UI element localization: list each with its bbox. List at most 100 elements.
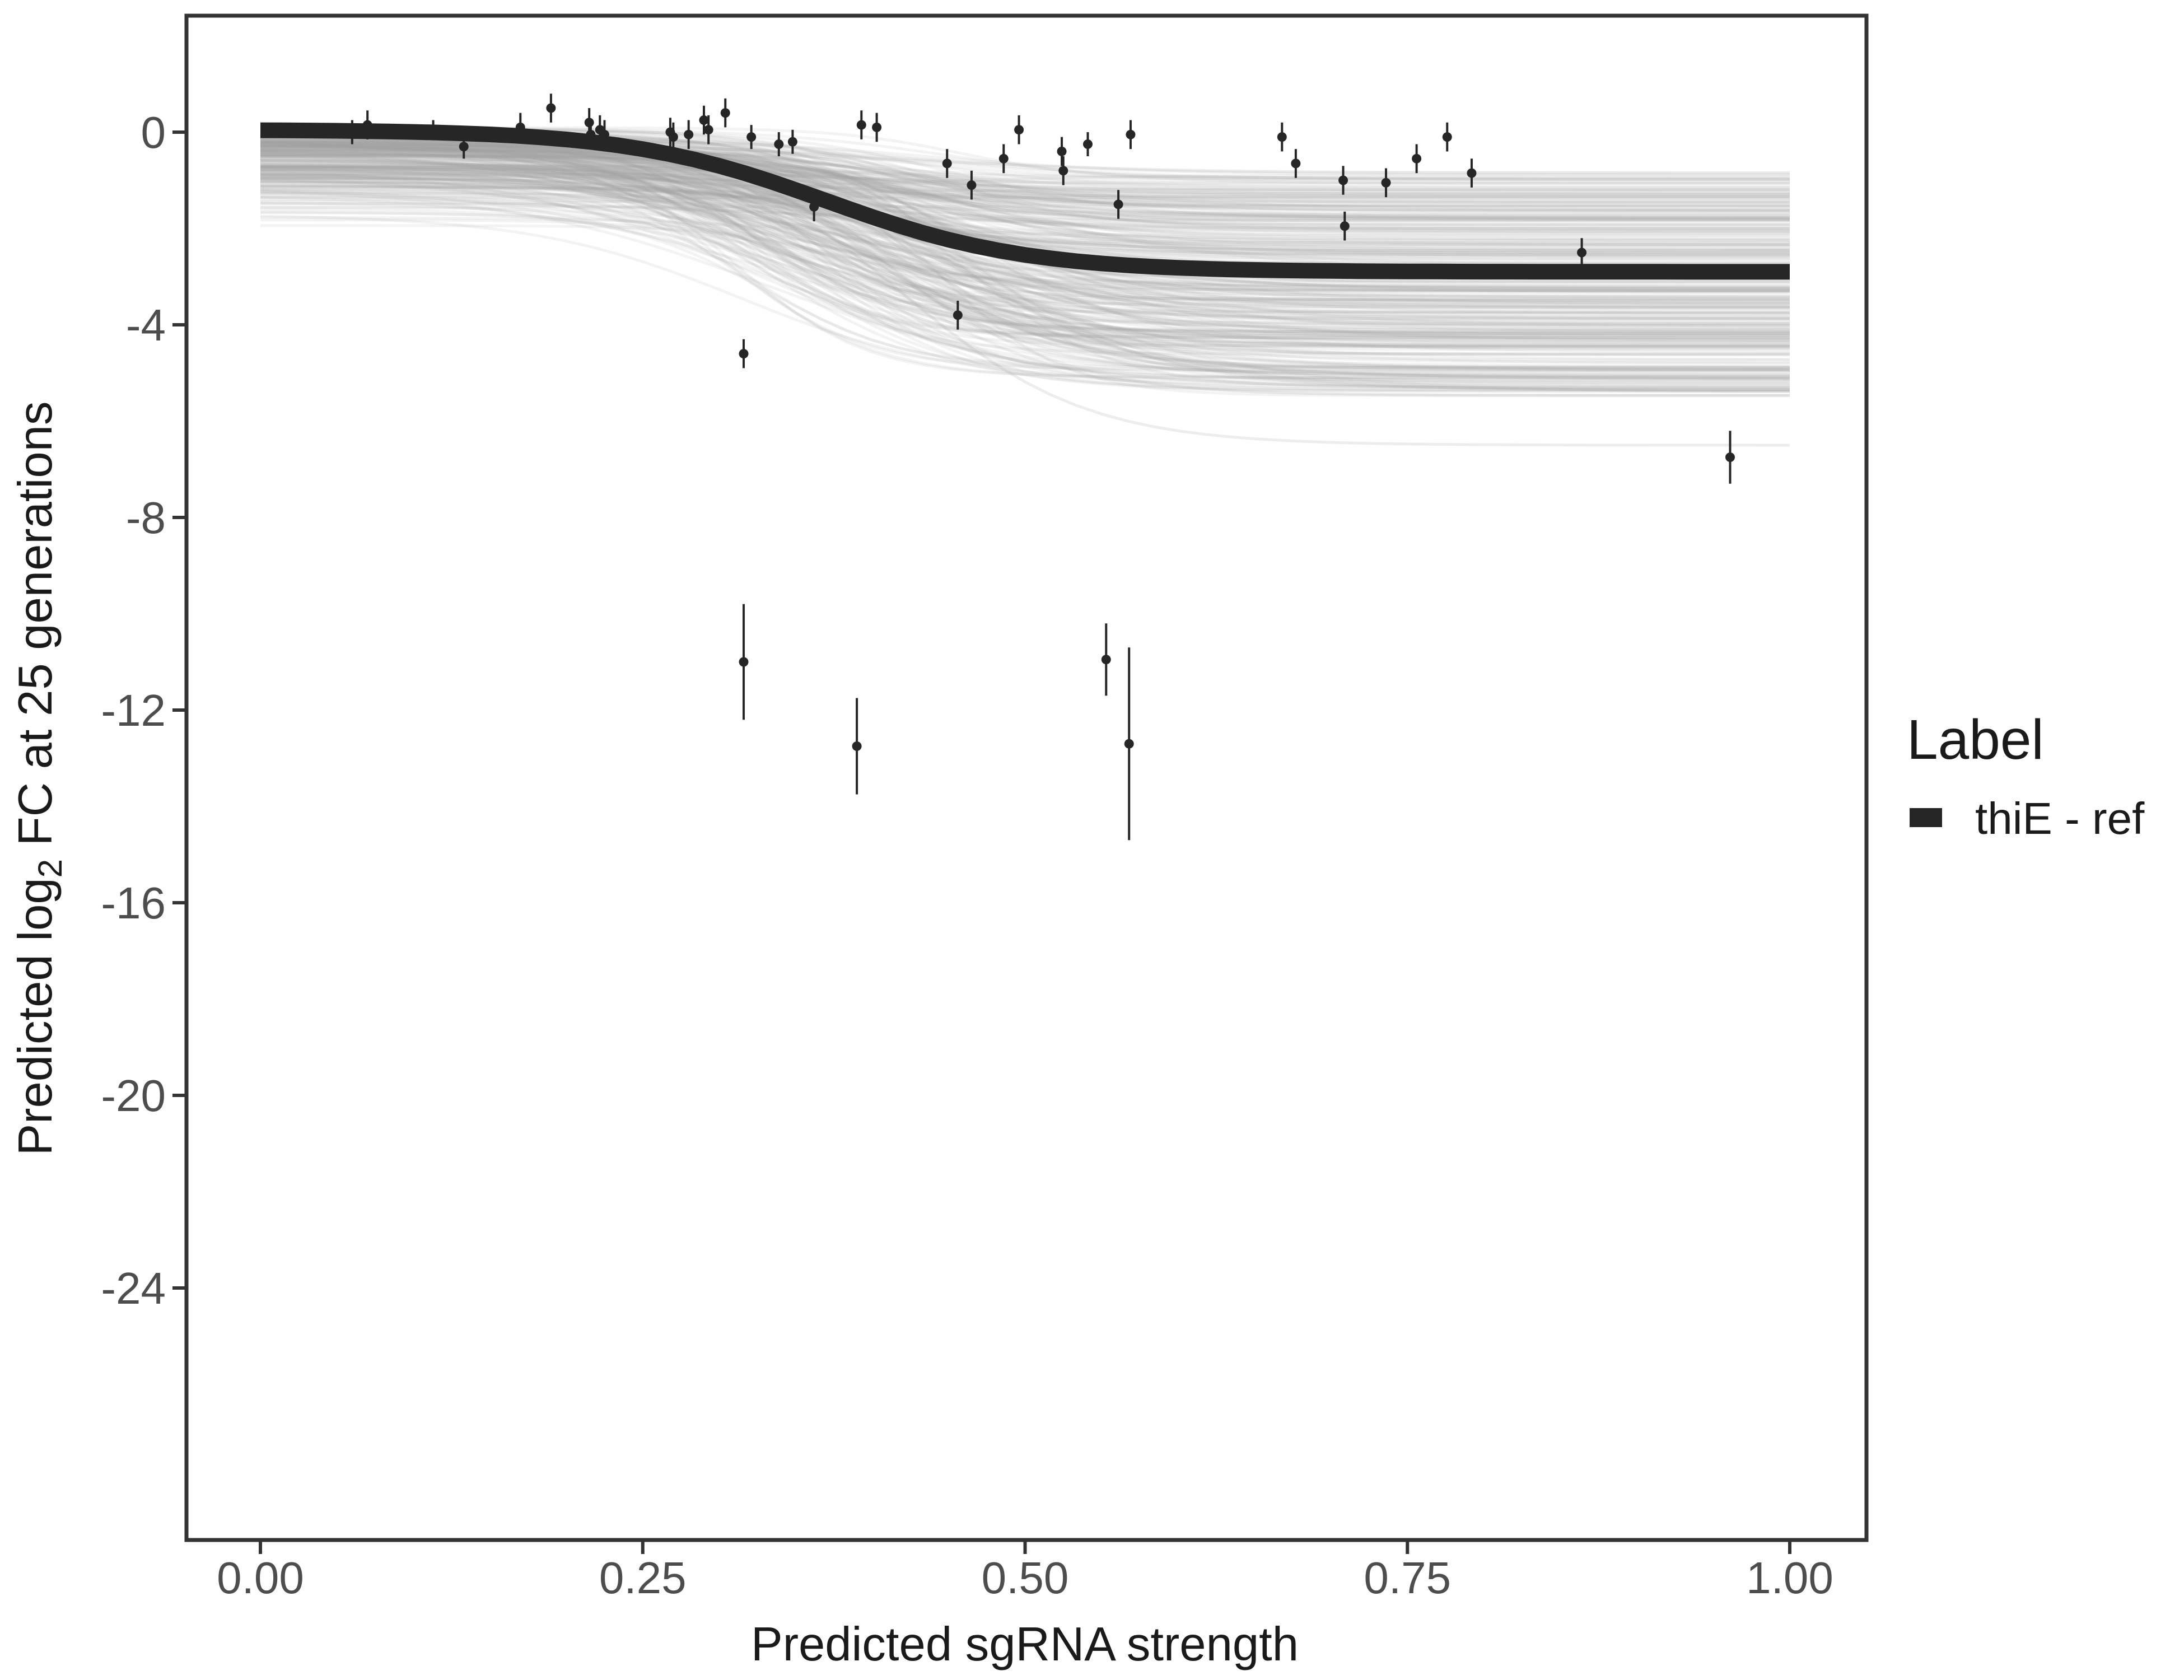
posterior-draw [260, 165, 1790, 194]
posterior-draw [260, 147, 1790, 380]
posterior-draw [260, 140, 1790, 347]
posterior-draw [260, 143, 1790, 342]
point-marker [599, 129, 609, 139]
posterior-draw [260, 153, 1790, 386]
data-point [809, 192, 819, 222]
data-point [852, 698, 862, 795]
posterior-draw [260, 144, 1790, 310]
posterior-draw [260, 168, 1790, 368]
posterior-draw [260, 152, 1790, 316]
data-point [428, 120, 438, 139]
posterior-draw [260, 142, 1790, 212]
point-marker [1014, 125, 1024, 135]
data-point [746, 125, 757, 150]
point-marker [967, 180, 977, 190]
posterior-draw [260, 165, 1790, 378]
point-marker [856, 120, 866, 130]
posterior-draw [260, 171, 1790, 193]
data-point [1058, 156, 1068, 185]
y-tick-label: -24 [101, 1263, 166, 1313]
posterior-draw [260, 170, 1790, 380]
posterior-draw [260, 176, 1790, 339]
posterior-draw [260, 150, 1790, 251]
y-axis-title: Predicted log2 FC at 25 generations [9, 402, 69, 1156]
posterior-draw [260, 156, 1790, 301]
posterior-draw [260, 139, 1790, 353]
point-marker [953, 310, 963, 320]
posterior-draw [260, 164, 1790, 196]
point-marker [1057, 146, 1067, 156]
point-marker [428, 125, 438, 135]
posterior-draw [260, 133, 1790, 361]
posterior-draw [260, 177, 1790, 248]
posterior-draw [260, 162, 1790, 204]
posterior-draw [260, 211, 1790, 338]
point-marker [998, 153, 1009, 164]
posterior-draw [260, 150, 1790, 337]
point-marker [703, 125, 713, 135]
posterior-draw [260, 192, 1790, 199]
posterior-draw [260, 173, 1790, 290]
data-point [668, 122, 678, 152]
posterior-draw [260, 149, 1790, 263]
point-marker [1442, 132, 1452, 142]
posterior-draw [260, 146, 1790, 235]
point-marker [1467, 168, 1477, 178]
posterior-draw [260, 141, 1790, 447]
posterior-draw [260, 154, 1790, 290]
posterior-draw [260, 148, 1790, 212]
posterior-draw [260, 164, 1790, 337]
posterior-draw [260, 179, 1790, 330]
data-point [998, 144, 1009, 174]
posterior-draw [260, 135, 1790, 318]
posterior-draw [260, 195, 1790, 325]
point-marker [1082, 139, 1093, 149]
posterior-draw [260, 150, 1790, 237]
posterior-draw [260, 157, 1790, 349]
data-point [942, 149, 952, 178]
posterior-draw [260, 148, 1790, 344]
point-marker [362, 120, 372, 130]
point-marker [787, 137, 797, 147]
posterior-draw [260, 184, 1790, 247]
data-point [1467, 158, 1477, 188]
posterior-draw [260, 155, 1790, 302]
posterior-draw [260, 151, 1790, 192]
posterior-draw [260, 190, 1790, 315]
posterior-draw [260, 190, 1790, 344]
data-point [739, 339, 749, 368]
posterior-draw [260, 177, 1790, 397]
point-marker [1340, 221, 1350, 231]
posterior-draw [260, 198, 1790, 321]
posterior-draw [260, 167, 1790, 340]
posterior-draw [260, 144, 1790, 240]
posterior-draw [260, 153, 1790, 230]
posterior-draw [260, 175, 1790, 256]
posterior-draw [260, 158, 1790, 221]
data-point [599, 120, 609, 150]
posterior-draw [260, 153, 1790, 201]
posterior-draw [260, 178, 1790, 389]
posterior-draw [260, 151, 1790, 183]
posterior-draw [260, 172, 1790, 221]
posterior-draw [260, 181, 1790, 246]
posterior-draw [260, 155, 1790, 302]
data-point [1338, 166, 1348, 195]
posterior-draw [260, 148, 1790, 242]
posterior-draw [260, 130, 1790, 257]
posterior-draw [260, 141, 1790, 325]
data-point [1381, 168, 1391, 198]
posterior-draw [260, 211, 1790, 389]
data-point [787, 129, 797, 154]
posterior-draw [260, 149, 1790, 208]
data-point [586, 120, 596, 150]
posterior-draw [260, 133, 1790, 324]
posterior-draw [260, 161, 1790, 311]
point-marker [746, 132, 757, 142]
posterior-draw [260, 180, 1790, 300]
posterior-draw [260, 196, 1790, 368]
point-marker [584, 118, 594, 128]
posterior-draw [260, 172, 1790, 185]
posterior-draw [260, 168, 1790, 222]
